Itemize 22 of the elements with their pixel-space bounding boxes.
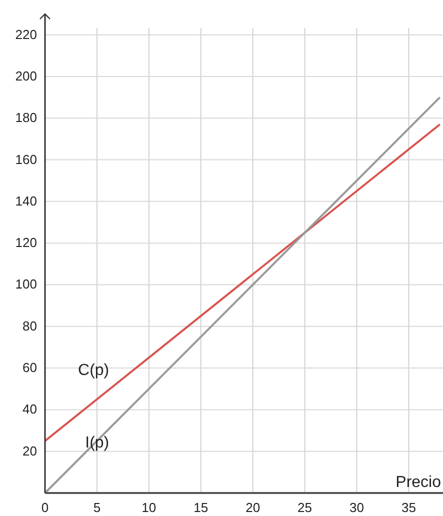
y-tick-label: 200 <box>15 68 37 84</box>
x-tick-label: 35 <box>401 500 416 515</box>
y-tick-label: 40 <box>22 402 37 417</box>
x-tick-label: 15 <box>194 500 208 515</box>
y-tick-label: 160 <box>15 152 37 167</box>
x-tick-label: 5 <box>93 500 101 515</box>
series-label: C(p) <box>78 362 110 380</box>
y-tick-label: 120 <box>15 235 37 250</box>
y-tick-label: 180 <box>15 110 37 126</box>
y-tick-label: 80 <box>22 318 37 334</box>
y-tick-label: 60 <box>22 360 37 376</box>
x-tick-label: 30 <box>350 500 364 515</box>
y-tick-label: 100 <box>15 276 37 292</box>
y-tick-label: 20 <box>22 443 37 458</box>
y-tick-label: 220 <box>15 26 37 42</box>
x-tick-label: 10 <box>142 500 156 515</box>
x-tick-label: 25 <box>298 500 312 515</box>
x-axis-title: Precio <box>396 474 442 491</box>
series-label: I(p) <box>85 434 110 452</box>
x-tick-label: 0 <box>41 500 49 515</box>
x-tick-label: 20 <box>246 500 260 515</box>
y-tick-label: 140 <box>15 193 37 208</box>
